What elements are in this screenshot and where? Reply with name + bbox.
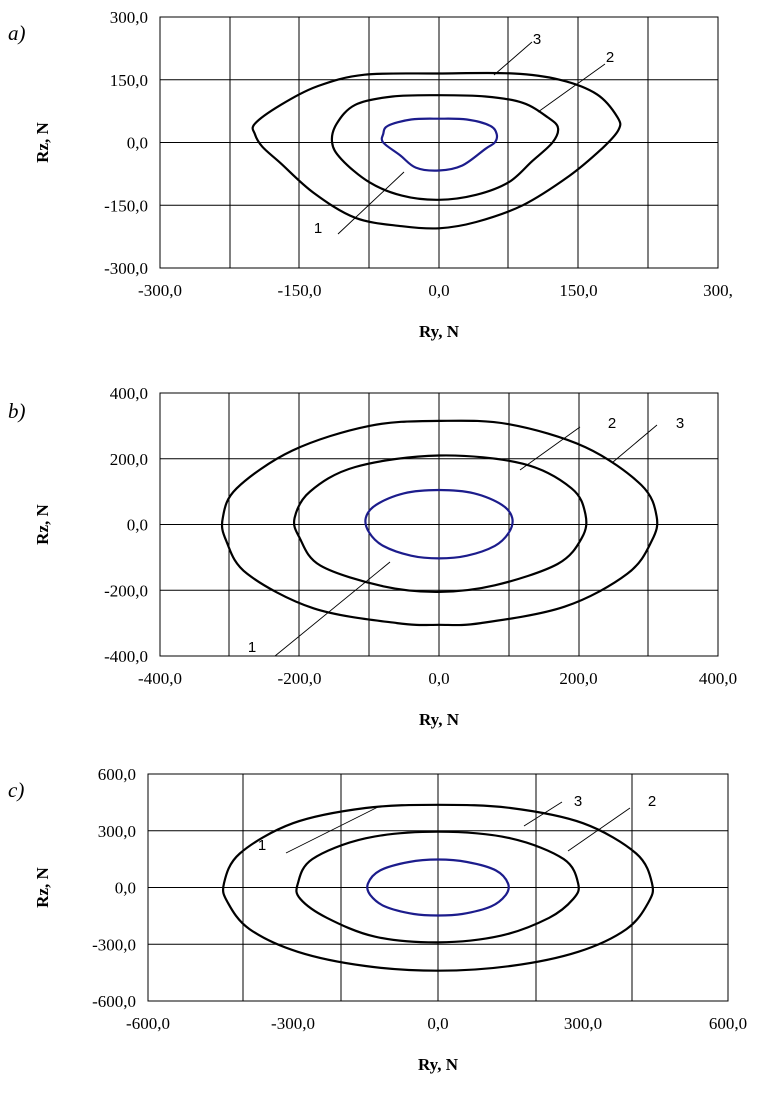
panel-2: b) 400,0 200,0 0,0 -200,0 -400,0 -400,0 -200,0 0… [8,384,737,729]
curve-number-label: 2 [648,793,656,810]
y-tick-label: 0,0 [127,516,148,535]
annotation-leader [337,171,405,235]
series-line-1 [366,858,510,917]
curve-number-label: 2 [608,415,616,432]
series-line-2 [295,830,580,944]
panel-label: b) [8,399,26,423]
x-tick-label: 300,0 [564,1014,602,1033]
x-axis-label: Ry, N [419,322,460,341]
y-tick-label: 200,0 [110,450,148,469]
panel-1: a) 300,0 150,0 0,0 -150,0 -300,0 -300,0 -150,0 0… [8,8,733,341]
x-tick-label: 150,0 [559,281,597,300]
y-tick-label: 0,0 [127,134,148,153]
x-tick-label: 600,0 [709,1014,747,1033]
y-tick-label: 400,0 [110,384,148,403]
y-tick-label: -200,0 [104,581,148,600]
series-line-1 [380,117,499,172]
y-axis-label: Rz, N [33,503,52,544]
annotation-leader [274,561,391,657]
x-tick-label: -200,0 [278,669,322,688]
y-tick-label: 600,0 [98,765,136,784]
x-tick-label: -300,0 [271,1014,315,1033]
annotation-leader [285,805,381,854]
curve-number-label: 3 [533,31,541,48]
annotation-leader [567,807,631,852]
panel-label: c) [8,778,24,802]
curve-number-label: 1 [248,639,256,656]
y-tick-label: -150,0 [104,196,148,215]
curve-number-label: 2 [606,49,614,66]
y-tick-label: -300,0 [104,259,148,278]
series-line-2 [292,454,588,594]
y-tick-label: 0,0 [115,879,136,898]
annotation-leader [523,801,563,827]
series-line-3 [221,803,655,972]
x-tick-label: 0,0 [428,669,449,688]
x-tick-label: -150,0 [278,281,322,300]
x-tick-label: 0,0 [428,281,449,300]
plot-area [159,16,719,269]
y-tick-label: 300,0 [98,822,136,841]
annotation-leader [537,63,606,113]
annotation-leader [612,424,658,463]
y-axis-label: Rz, N [33,121,52,162]
y-tick-label: 300,0 [110,8,148,27]
x-tick-label: 0,0 [427,1014,448,1033]
x-tick-label: -300,0 [138,281,182,300]
curve-number-label: 3 [574,793,582,810]
series-line-2 [330,94,560,201]
plot-area [147,773,729,1002]
series-line-3 [251,71,622,230]
curve-number-label: 1 [314,220,322,237]
series-line-3 [220,419,659,627]
y-axis-label: Rz, N [33,866,52,907]
annotation-leader [519,426,581,471]
x-tick-label: 300, [703,281,733,300]
x-axis-label: Ry, N [418,1055,459,1074]
x-tick-label: 200,0 [559,669,597,688]
panel-label: a) [8,21,26,45]
curve-number-label: 3 [676,415,684,432]
panel-3: c) 600,0 300,0 0,0 -300,0 -600,0 -600,0 -300,0 0… [8,765,747,1074]
x-tick-label: 400,0 [699,669,737,688]
x-axis-label: Ry, N [419,710,460,729]
x-tick-label: -600,0 [126,1014,170,1033]
annotation-leader [493,41,533,76]
y-tick-label: 150,0 [110,71,148,90]
plot-area [159,392,719,657]
y-tick-label: -300,0 [92,935,136,954]
y-tick-label: -400,0 [104,647,148,666]
x-tick-label: -400,0 [138,669,182,688]
y-tick-label: -600,0 [92,992,136,1011]
series-line-1 [364,488,514,560]
curve-number-label: 1 [258,837,266,854]
